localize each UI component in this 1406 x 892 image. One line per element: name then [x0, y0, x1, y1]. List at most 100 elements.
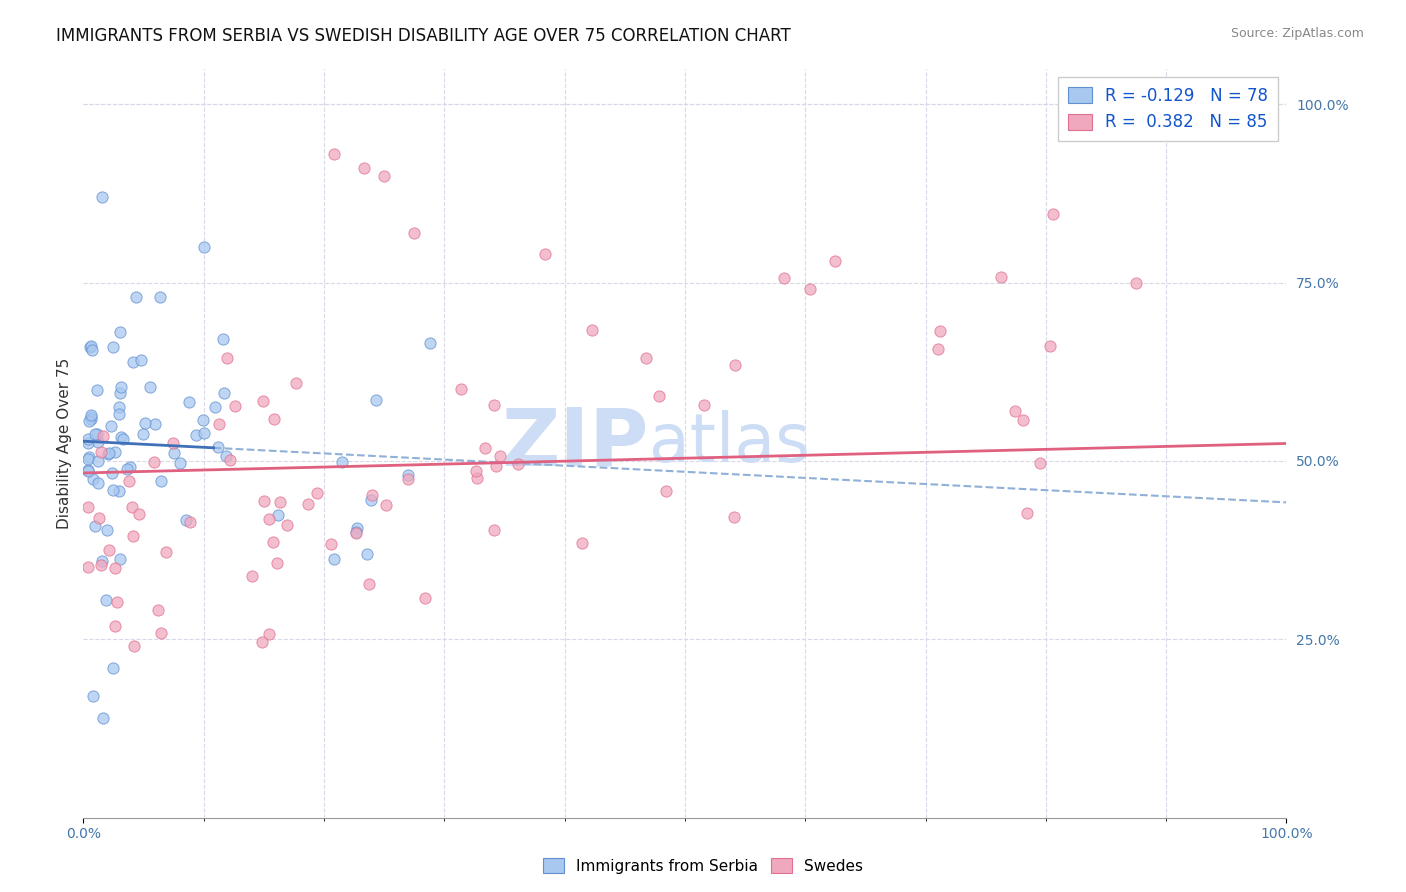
Point — [87, 475, 110, 490]
Point — [361, 488, 384, 502]
Point — [634, 351, 657, 366]
Point — [655, 484, 678, 499]
Point — [90, 558, 112, 572]
Point — [174, 513, 197, 527]
Point — [323, 147, 346, 161]
Point — [364, 393, 387, 408]
Point — [89, 511, 111, 525]
Point — [138, 380, 160, 394]
Point — [693, 398, 716, 412]
Point — [319, 537, 342, 551]
Point — [104, 444, 127, 458]
Point — [266, 556, 288, 570]
Point — [104, 619, 127, 633]
Point — [162, 436, 184, 450]
Point — [284, 376, 307, 390]
Point — [118, 474, 141, 488]
Point — [77, 500, 100, 515]
Point — [108, 386, 131, 401]
Point — [193, 240, 215, 254]
Point — [79, 340, 101, 354]
Point — [346, 521, 368, 535]
Point — [346, 526, 368, 541]
Point — [79, 450, 101, 465]
Point — [212, 385, 235, 400]
Point — [143, 455, 166, 469]
Point — [224, 399, 246, 413]
Point — [262, 534, 284, 549]
Point — [115, 461, 138, 475]
Point — [488, 449, 510, 463]
Point — [257, 512, 280, 526]
Point — [122, 639, 145, 653]
Point — [91, 429, 114, 443]
Point — [80, 412, 103, 426]
Point — [86, 427, 108, 442]
Point — [77, 464, 100, 478]
Text: atlas: atlas — [648, 410, 810, 476]
Point — [149, 290, 172, 304]
Point — [84, 426, 107, 441]
Point — [297, 497, 319, 511]
Point — [77, 560, 100, 574]
Point — [80, 410, 103, 425]
Point — [1039, 339, 1062, 353]
Point — [193, 426, 215, 441]
Point — [100, 418, 122, 433]
Point — [215, 449, 238, 463]
Point — [723, 510, 745, 524]
Point — [77, 436, 100, 450]
Point — [267, 508, 290, 522]
Point — [276, 518, 298, 533]
Point — [359, 577, 381, 591]
Point — [482, 398, 505, 412]
Point — [464, 465, 486, 479]
Point — [110, 380, 132, 394]
Point — [218, 453, 240, 467]
Point — [149, 626, 172, 640]
Point — [107, 400, 129, 414]
Point — [204, 400, 226, 414]
Text: Source: ZipAtlas.com: Source: ZipAtlas.com — [1230, 27, 1364, 40]
Point — [252, 394, 274, 409]
Point — [773, 270, 796, 285]
Point — [1004, 404, 1026, 418]
Point — [77, 414, 100, 428]
Point — [77, 432, 100, 446]
Point — [91, 190, 114, 204]
Point — [1042, 207, 1064, 221]
Point — [107, 595, 129, 609]
Point — [474, 442, 496, 456]
Point — [101, 466, 124, 480]
Point — [353, 161, 375, 176]
Point — [107, 407, 129, 421]
Point — [404, 226, 426, 240]
Point — [80, 339, 103, 353]
Point — [101, 483, 124, 498]
Point — [927, 343, 949, 357]
Point — [344, 525, 367, 540]
Point — [419, 335, 441, 350]
Point — [191, 413, 214, 427]
Point — [1125, 276, 1147, 290]
Point — [110, 430, 132, 444]
Point — [121, 500, 143, 514]
Point — [94, 592, 117, 607]
Point — [90, 554, 112, 568]
Point — [84, 518, 107, 533]
Point — [799, 282, 821, 296]
Point — [108, 326, 131, 340]
Point — [356, 547, 378, 561]
Point — [108, 551, 131, 566]
Point — [253, 494, 276, 508]
Point — [215, 351, 238, 365]
Text: IMMIGRANTS FROM SERBIA VS SWEDISH DISABILITY AGE OVER 75 CORRELATION CHART: IMMIGRANTS FROM SERBIA VS SWEDISH DISABI… — [56, 27, 792, 45]
Y-axis label: Disability Age Over 75: Disability Age Over 75 — [58, 358, 72, 529]
Point — [131, 352, 153, 367]
Text: ZIP: ZIP — [502, 404, 648, 482]
Point — [93, 711, 115, 725]
Point — [1011, 413, 1033, 427]
Point — [824, 254, 846, 268]
Point — [118, 460, 141, 475]
Point — [450, 382, 472, 396]
